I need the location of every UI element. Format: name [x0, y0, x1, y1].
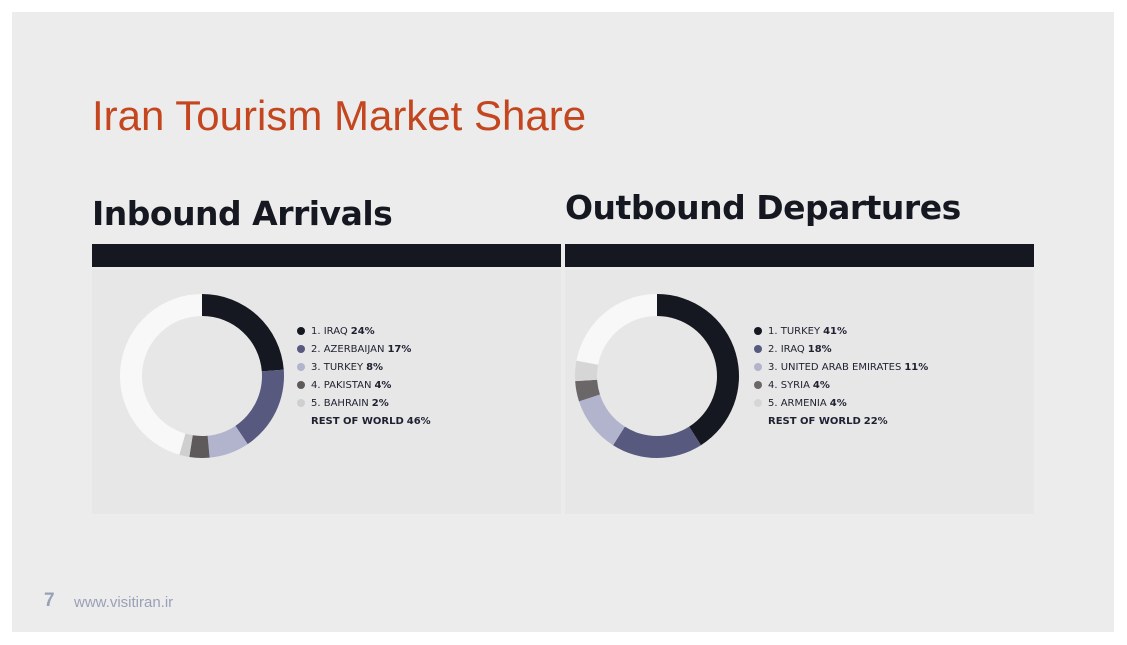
- legend-value: 4%: [829, 397, 847, 409]
- legend-value: 2%: [371, 397, 389, 409]
- legend-item: 3. UNITED ARAB EMIRATES 11%: [754, 358, 928, 376]
- donut-slice: [575, 360, 599, 382]
- donut-slice: [179, 433, 193, 458]
- slide-title: Iran Tourism Market Share: [92, 92, 587, 139]
- page-number: 7: [44, 590, 55, 611]
- legend-value: 8%: [366, 361, 384, 373]
- donut-slice: [207, 425, 248, 458]
- legend-value: 24%: [350, 325, 375, 337]
- outbound-donut-chart: [575, 294, 739, 458]
- donut-slice: [579, 394, 625, 446]
- inbound-heading: Inbound Arrivals: [92, 194, 393, 233]
- legend-swatch: [754, 327, 762, 335]
- legend-item: 3. TURKEY 8%: [297, 358, 431, 376]
- legend-item: 5. ARMENIA 4%: [754, 394, 928, 412]
- legend-swatch: [754, 399, 762, 407]
- outbound-heading: Outbound Departures: [565, 188, 961, 227]
- legend-label: 4. PAKISTAN: [311, 379, 372, 391]
- legend-label: REST OF WORLD: [768, 415, 861, 427]
- legend-item: 2. IRAQ 18%: [754, 340, 928, 358]
- donut-slice: [120, 294, 202, 455]
- donut-slice: [575, 379, 600, 402]
- donut-slice: [202, 294, 284, 372]
- legend-swatch: [297, 345, 305, 353]
- legend-swatch: [297, 381, 305, 389]
- legend-label: 1. TURKEY: [768, 325, 821, 337]
- legend-label: 5. ARMENIA: [768, 397, 827, 409]
- legend-label: 1. IRAQ: [311, 325, 348, 337]
- legend-value: 46%: [406, 415, 431, 427]
- legend-swatch: [297, 399, 305, 407]
- legend-item: 1. IRAQ 24%: [297, 322, 431, 340]
- legend-item: REST OF WORLD 22%: [754, 412, 928, 430]
- legend-label: 4. SYRIA: [768, 379, 810, 391]
- legend-value: 4%: [374, 379, 392, 391]
- footer-url: www.visitiran.ir: [74, 594, 174, 611]
- outbound-legend: 1. TURKEY 41% 2. IRAQ 18% 3. UNITED ARAB EMI…: [754, 322, 928, 430]
- legend-item: REST OF WORLD 46%: [297, 412, 431, 430]
- inbound-donut-chart: [120, 294, 284, 458]
- donut-slice: [235, 369, 284, 445]
- donut-slice: [576, 294, 657, 365]
- legend-label: 2. AZERBAIJAN: [311, 343, 385, 355]
- legend-swatch: [297, 327, 305, 335]
- legend-swatch: [754, 381, 762, 389]
- legend-item: 4. PAKISTAN 4%: [297, 376, 431, 394]
- outbound-header-bar: [565, 244, 1034, 267]
- legend-item: 5. BAHRAIN 2%: [297, 394, 431, 412]
- slide: Iran Tourism Market Share Inbound Arriva…: [12, 12, 1114, 632]
- legend-swatch: [754, 363, 762, 371]
- inbound-header-bar: [92, 244, 561, 267]
- legend-label: REST OF WORLD: [311, 415, 404, 427]
- legend-swatch: [297, 363, 305, 371]
- donut-slice: [657, 294, 739, 446]
- legend-item: 4. SYRIA 4%: [754, 376, 928, 394]
- legend-item: 1. TURKEY 41%: [754, 322, 928, 340]
- legend-value: 41%: [823, 325, 848, 337]
- legend-label: 2. IRAQ: [768, 343, 805, 355]
- donut-slice: [189, 435, 210, 458]
- legend-label: 3. UNITED ARAB EMIRATES: [768, 361, 902, 373]
- legend-value: 18%: [807, 343, 832, 355]
- legend-swatch: [754, 345, 762, 353]
- legend-item: 2. AZERBAIJAN 17%: [297, 340, 431, 358]
- legend-value: 4%: [812, 379, 830, 391]
- legend-value: 22%: [863, 415, 888, 427]
- legend-label: 3. TURKEY: [311, 361, 364, 373]
- legend-label: 5. BAHRAIN: [311, 397, 369, 409]
- donut-slice: [613, 426, 701, 458]
- inbound-legend: 1. IRAQ 24% 2. AZERBAIJAN 17% 3. TURKEY 8% 4. …: [297, 322, 431, 430]
- legend-value: 17%: [387, 343, 412, 355]
- legend-value: 11%: [904, 361, 929, 373]
